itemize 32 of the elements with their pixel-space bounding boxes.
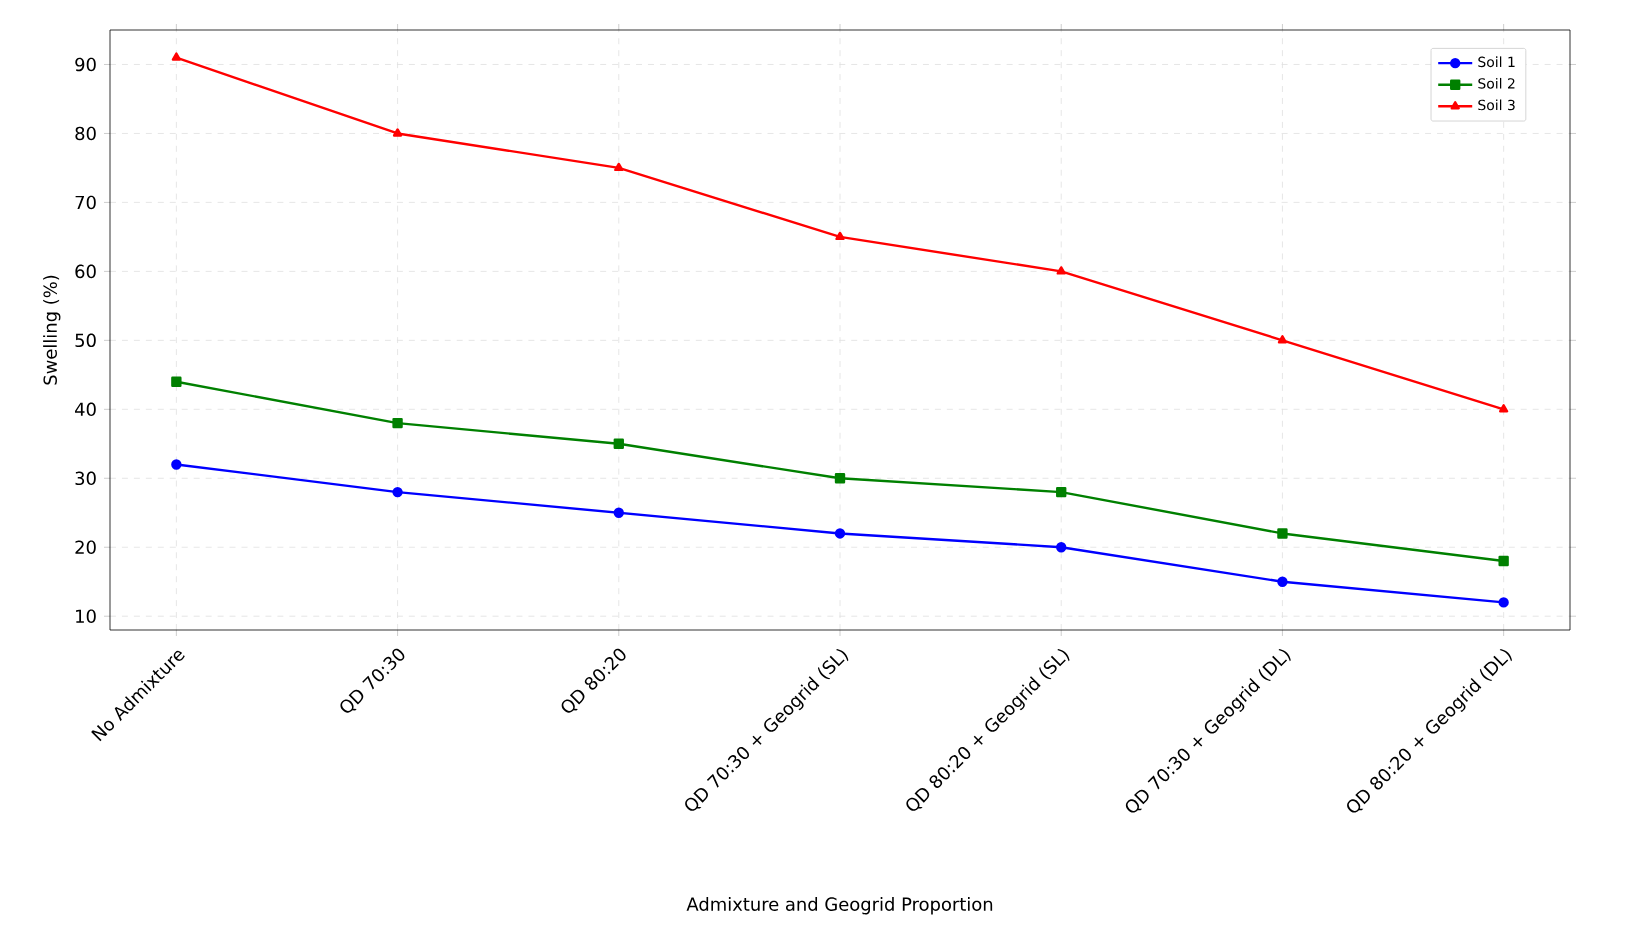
- x-axis-title: Admixture and Geogrid Proportion: [686, 897, 993, 915]
- point: [614, 162, 624, 172]
- y-tick-label: 90: [75, 57, 96, 72]
- point: [1498, 404, 1509, 413]
- point: [392, 128, 403, 137]
- point: [613, 507, 624, 518]
- point: [1498, 555, 1509, 567]
- y-tick-label: 80: [75, 126, 96, 141]
- point: [392, 486, 403, 498]
- y-tick-label: 60: [75, 264, 96, 279]
- point: [392, 417, 403, 429]
- point: [835, 231, 845, 241]
- point: [1056, 542, 1067, 553]
- y-tick-label: 70: [75, 195, 96, 210]
- point: [171, 52, 182, 61]
- point: [1277, 576, 1288, 587]
- y-tick-label: 20: [75, 540, 96, 555]
- y-tick-label: 40: [75, 402, 96, 417]
- point: [1277, 528, 1288, 539]
- point: [834, 473, 846, 484]
- y-tick-label: 30: [75, 471, 96, 486]
- point: [1498, 597, 1509, 608]
- point: [171, 376, 182, 387]
- y-axis-title: Swelling (%): [43, 275, 61, 385]
- point: [613, 438, 624, 449]
- point: [171, 459, 182, 470]
- y-tick-label: 10: [76, 609, 96, 623]
- point: [1056, 486, 1067, 498]
- point: [1277, 335, 1288, 344]
- point: [1056, 266, 1066, 275]
- point: [834, 528, 846, 539]
- y-tick-label: 50: [75, 333, 96, 348]
